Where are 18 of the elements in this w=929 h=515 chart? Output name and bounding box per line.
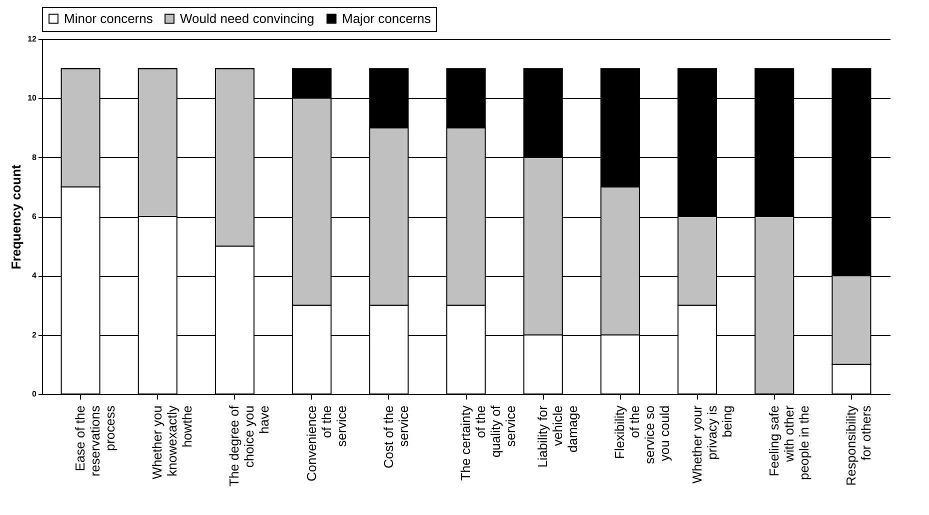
y-tick-label: 8	[32, 152, 38, 162]
x-tick-label: The degree of choice you have	[226, 405, 272, 486]
x-tick-label: Convenience of the service	[304, 406, 349, 482]
y-tick-label: 0	[32, 390, 38, 398]
y-tick-label: 4	[32, 271, 38, 280]
x-tick-label: Whether you knowexactly howthe	[150, 405, 195, 480]
y-tick-label: 6	[32, 212, 38, 221]
y-tick-label: 10	[28, 94, 38, 103]
x-tick-label: Whether your privacy is being	[689, 404, 734, 484]
x-tick-label: Ease of the reservations process	[72, 405, 118, 476]
legend-label: Minor concerns	[64, 10, 154, 26]
legend-label: Major concerns	[342, 10, 432, 26]
x-tick-label: The certainty of the quality of service	[458, 405, 518, 481]
y-tick-label: 2	[32, 330, 38, 340]
x-tick-label: Cost of the service	[380, 406, 411, 468]
y-axis-title: Frequency count	[8, 164, 24, 270]
legend-label: Would need convincing	[180, 10, 314, 26]
y-tick-label: 12	[28, 34, 38, 44]
